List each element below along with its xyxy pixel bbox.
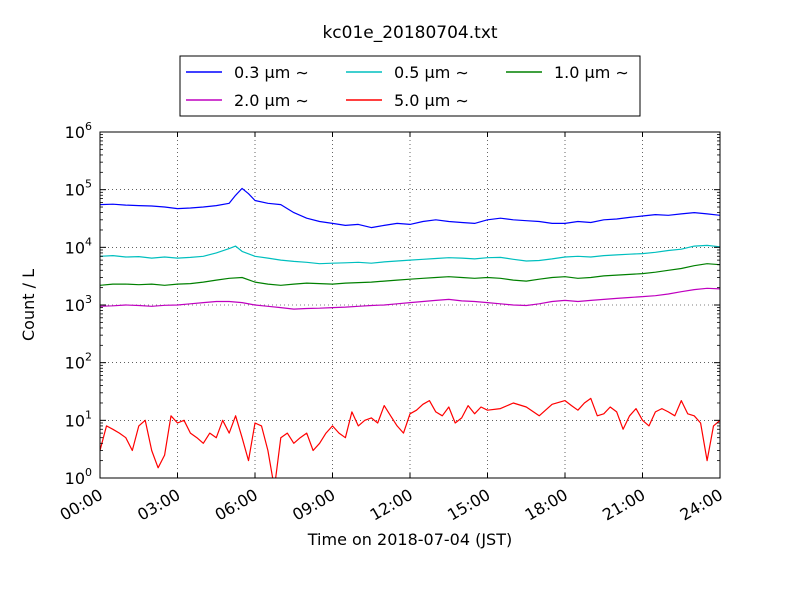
series-lines [100,187,720,478]
legend-label: 5.0 μm ∼ [394,91,469,110]
series-line-0-3mum [100,187,720,229]
y-tick-label: 103 [65,293,92,315]
y-axis-label: Count / L [19,269,38,341]
legend-label: 0.5 μm ∼ [394,63,469,82]
y-tick-label: 105 [65,178,92,200]
y-tick-label: 101 [65,408,92,430]
series-line-0-5mum [100,244,720,265]
y-tick-label: 106 [65,120,92,142]
legend-label: 1.0 μm ∼ [554,63,629,82]
x-axis-label: Time on 2018-07-04 (JST) [307,530,512,549]
y-tick-label: 102 [65,351,92,373]
legend-label: 0.3 μm ∼ [234,63,309,82]
series-line-5-0mum [100,397,720,478]
series-line-2-0mum [100,287,720,310]
series-line-1-0mum [100,263,720,286]
y-tick-label: 104 [65,235,92,257]
legend-label: 2.0 μm ∼ [234,91,309,110]
legend: 0.3 μm ∼ 0.5 μm ∼ 1.0 μm ∼ 2.0 μm ∼ 5.0 μm ∼ [179,55,641,117]
chart-title: kc01e_20180704.txt [322,23,497,43]
legend-box [179,55,641,117]
y-tick-label: 100 [65,466,92,488]
